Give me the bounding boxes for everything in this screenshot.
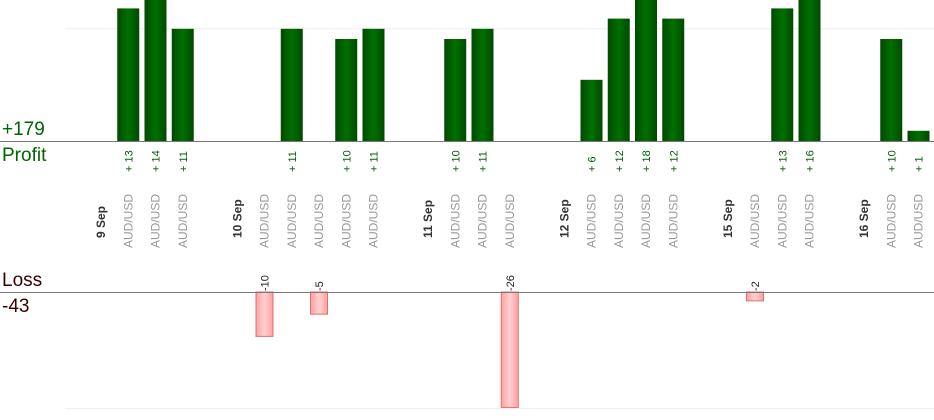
- pair-label: AUD/USD: [121, 194, 135, 248]
- axes: [0, 141, 934, 293]
- pair-label: AUD/USD: [639, 194, 653, 248]
- profit-bar: [662, 18, 685, 142]
- profit-value-label: + 6: [587, 156, 599, 172]
- column-labels: 9 Sep AUD/USD + 13 AUD/USD + 14 AUD/USD + 11 10…: [94, 150, 926, 291]
- profit-bar: [280, 28, 303, 141]
- date-label: 9 Sep: [94, 206, 108, 238]
- loss-total: -43: [2, 296, 30, 317]
- profit-value-label: + 13: [777, 150, 789, 172]
- pair-label: AUD/USD: [666, 194, 680, 248]
- profit-value-label: + 10: [450, 150, 462, 172]
- profit-bar: [580, 79, 603, 141]
- pair-label: AUD/USD: [503, 194, 517, 248]
- profit-bar: [117, 8, 140, 142]
- profit-value-label: + 12: [614, 150, 626, 172]
- loss-label: Loss: [2, 270, 43, 291]
- loss-bar: [310, 291, 328, 315]
- pair-label: AUD/USD: [612, 194, 626, 248]
- profit-value-label: + 13: [123, 150, 135, 172]
- loss-value-label: -2: [750, 281, 762, 291]
- pair-label: AUD/USD: [176, 194, 190, 248]
- profit-bar: [880, 39, 903, 141]
- loss-value-label: -26: [505, 275, 517, 291]
- profit-bar: [362, 28, 385, 141]
- profit-bar: [771, 8, 794, 142]
- pair-label: AUD/USD: [748, 194, 762, 248]
- date-label: 15 Sep: [721, 199, 735, 238]
- pair-label: AUD/USD: [803, 194, 817, 248]
- pair-label: AUD/USD: [775, 194, 789, 248]
- profit-bar: [471, 28, 494, 141]
- date-label: 11 Sep: [421, 200, 435, 238]
- profit-bar: [635, 0, 657, 142]
- pair-label: AUD/USD: [312, 194, 326, 248]
- loss-value-label: -5: [314, 281, 326, 291]
- loss-value-label: -10: [260, 275, 272, 291]
- loss-bar: [255, 291, 274, 337]
- profit-bar: [144, 0, 167, 142]
- pair-label: AUD/USD: [339, 194, 353, 248]
- profit-bar: [798, 0, 821, 141]
- profit-total: +179: [2, 119, 45, 140]
- loss-bars: [255, 291, 764, 408]
- profit-value-label: + 11: [369, 151, 381, 172]
- pair-label: AUD/USD: [258, 194, 272, 248]
- profit-value-label: + 11: [178, 151, 190, 172]
- profit-value-label: + 11: [287, 151, 299, 172]
- profit-bar: [607, 18, 630, 142]
- profit-value-label: + 1: [914, 156, 926, 172]
- profit-bars: [117, 0, 930, 142]
- profit-value-label: + 12: [668, 150, 680, 172]
- pair-label: AUD/USD: [912, 194, 926, 248]
- profit-value-label: + 10: [886, 150, 898, 172]
- pair-label: AUD/USD: [285, 194, 299, 248]
- pair-label: AUD/USD: [476, 194, 490, 248]
- date-label: 16 Sep: [857, 199, 871, 238]
- profit-value-label: + 14: [151, 150, 163, 172]
- profit-bar: [335, 39, 358, 141]
- pair-label: AUD/USD: [367, 194, 381, 248]
- date-label: 12 Sep: [557, 199, 571, 238]
- profit-bar: [171, 28, 194, 141]
- profit-bar: [907, 130, 930, 141]
- pair-label: AUD/USD: [149, 194, 163, 248]
- pair-label: AUD/USD: [448, 194, 462, 248]
- profit-label: Profit: [2, 145, 47, 166]
- loss-bar: [500, 291, 519, 408]
- profit-value-label: + 18: [641, 150, 653, 172]
- pair-label: AUD/USD: [585, 194, 599, 248]
- loss-bar: [746, 291, 764, 302]
- profit-bar: [444, 39, 467, 141]
- profit-value-label: + 10: [341, 150, 353, 172]
- date-label: 10 Sep: [230, 199, 244, 238]
- profit-value-label: + 16: [805, 150, 817, 172]
- pair-label: AUD/USD: [884, 194, 898, 248]
- profit-value-label: + 11: [478, 151, 490, 172]
